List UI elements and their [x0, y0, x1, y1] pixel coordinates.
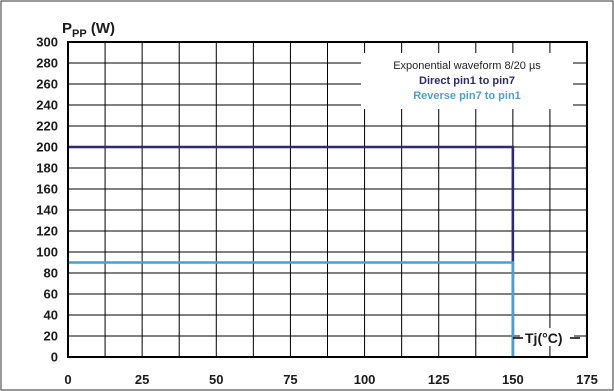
x-tick-label: 0 — [64, 372, 71, 387]
y-tick-label: 240 — [36, 98, 58, 113]
y-tick-label: 20 — [44, 329, 58, 344]
x-axis-ticks: 0 25 50 75 100 125 150 175 — [64, 372, 597, 387]
y-tick-label: 0 — [51, 350, 58, 365]
legend: Exponential waveform 8/20 µs Direct pin1… — [361, 53, 573, 109]
x-axis-label-background — [520, 328, 574, 346]
y-tick-label: 180 — [36, 161, 58, 176]
y-axis-ticks: 0 20 40 60 80 100 120 140 160 180 200 220 240 260 280 3… — [36, 35, 58, 365]
y-axis-label: PPP (W) — [62, 20, 115, 40]
y-axis-label-unit: (W) — [87, 20, 115, 37]
y-tick-label: 120 — [36, 224, 58, 239]
plot-frame — [67, 41, 588, 358]
y-tick-label: 200 — [36, 140, 58, 155]
y-tick-label: 280 — [36, 56, 58, 71]
x-tick-label: 75 — [283, 372, 297, 387]
y-tick-label: 260 — [36, 77, 58, 92]
x-tick-label: 125 — [428, 372, 450, 387]
y-tick-label: 80 — [44, 266, 58, 281]
y-tick-label: 40 — [44, 308, 58, 323]
y-tick-label: 60 — [44, 287, 58, 302]
y-tick-label: 100 — [36, 245, 58, 260]
x-tick-label: 150 — [502, 372, 524, 387]
x-axis-label: Tj(°C) — [525, 330, 562, 346]
x-tick-label: 175 — [576, 372, 598, 387]
y-tick-label: 300 — [36, 35, 58, 50]
x-tick-label: 50 — [209, 372, 223, 387]
y-axis-label-sub: PP — [72, 28, 87, 40]
legend-entry-reverse: Reverse pin7 to pin1 — [413, 90, 521, 102]
legend-box — [361, 53, 573, 109]
series-line-1 — [68, 261, 515, 357]
x-tick-label: 100 — [354, 372, 376, 387]
y-tick-label: 140 — [36, 203, 58, 218]
series-layer — [68, 145, 515, 357]
y-axis-label-main: P — [62, 20, 72, 37]
legend-entry-direct: Direct pin1 to pin7 — [419, 75, 515, 87]
y-tick-label: 160 — [36, 182, 58, 197]
x-tick-label: 25 — [135, 372, 149, 387]
y-tick-label: 220 — [36, 119, 58, 134]
legend-title: Exponential waveform 8/20 µs — [393, 60, 541, 72]
